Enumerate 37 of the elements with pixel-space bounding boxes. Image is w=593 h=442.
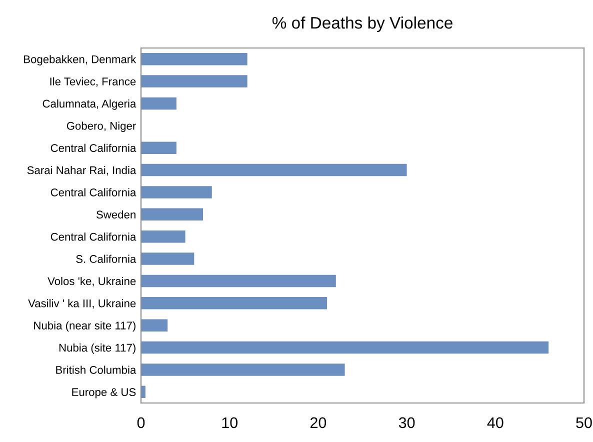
bar xyxy=(141,97,176,110)
bar xyxy=(141,230,186,243)
x-tick-label: 20 xyxy=(310,417,326,428)
y-tick-label: Europe & US xyxy=(72,388,136,398)
x-tick-label: 10 xyxy=(222,417,238,428)
y-tick-label: Central California xyxy=(50,144,136,152)
bar xyxy=(141,297,328,310)
bar xyxy=(141,319,168,332)
x-tick-label: 30 xyxy=(398,417,415,428)
y-tick-label: Central California xyxy=(50,232,136,241)
bar xyxy=(141,52,248,66)
bar xyxy=(141,341,549,354)
y-tick-label: Gobero, Niger xyxy=(66,122,136,132)
y-tick-label: S. California xyxy=(76,254,136,263)
y-tick-label: Nubia (site 117) xyxy=(59,344,136,354)
y-tick-label: Calumnata, Algeria xyxy=(42,99,136,110)
bar xyxy=(141,252,194,265)
bar xyxy=(141,75,248,88)
y-tick-label: Central California xyxy=(50,188,136,196)
bar xyxy=(141,186,212,198)
x-tick-label: 40 xyxy=(487,417,504,428)
y-tick-label: Sarai Nahar Rai, India xyxy=(27,166,136,176)
chart-title: % of Deaths by Violence xyxy=(272,16,452,32)
x-tick-label: 50 xyxy=(576,417,592,428)
y-tick-label: Bogebakken, Denmark xyxy=(24,55,136,66)
y-tick-label: Nubia (near site 117) xyxy=(34,321,136,332)
bar xyxy=(141,364,345,376)
bar xyxy=(141,164,407,176)
y-tick-label: Volos 'ke, Ukraine xyxy=(48,276,136,286)
y-tick-label: British Columbia xyxy=(56,366,136,374)
bar xyxy=(141,208,204,221)
y-tick-label: Ile Teviec, France xyxy=(50,77,136,87)
bar xyxy=(141,274,336,288)
y-tick-label: Vasiliv ' ka III, Ukraine xyxy=(28,299,136,309)
x-tick-label: 0 xyxy=(137,417,145,428)
y-tick-label: Sweden xyxy=(96,210,136,219)
bar xyxy=(141,142,176,154)
